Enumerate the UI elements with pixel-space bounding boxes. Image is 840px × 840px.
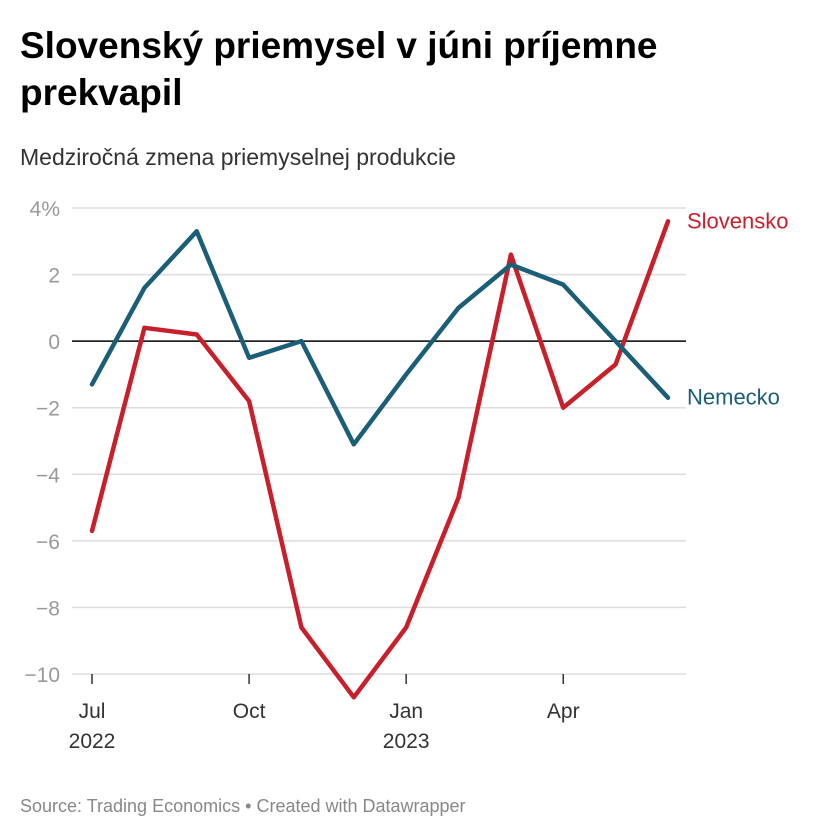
y-axis-labels: 4% 2 0 −2 −4 −6 −8 −10 — [24, 198, 60, 687]
credit-text: Created with Datawrapper — [256, 796, 466, 816]
y-tick-label: −10 — [24, 664, 60, 687]
y-tick-label: 2 — [48, 265, 60, 288]
y-tick-label: 4% — [30, 198, 60, 221]
y-tick-label: −4 — [36, 464, 60, 487]
series-line-slovensko — [89, 219, 671, 700]
series-labels: Slovensko Nemecko — [687, 208, 789, 409]
source-line: Source: Trading Economics • Created with… — [20, 794, 466, 818]
chart-title: Slovenský priemysel v júni príjemne prek… — [20, 25, 658, 113]
y-tick-label: −6 — [36, 531, 60, 554]
series-line-nemecko — [89, 229, 671, 447]
y-tick-label: −2 — [36, 398, 60, 421]
x-tick-label: Jul — [79, 700, 106, 723]
series-label-nemecko: Nemecko — [687, 385, 780, 410]
grid-lines — [72, 207, 686, 675]
series-label-slovensko: Slovensko — [687, 208, 789, 233]
y-tick-label: −8 — [36, 597, 60, 620]
chart-subtitle: Medziročná zmena priemyselnej produkcie — [20, 144, 456, 170]
source-separator: • — [245, 796, 252, 816]
x-axis-ticks: Jul 2022 Oct Jan 2023 Apr — [69, 674, 580, 753]
x-tick-label: Jan — [389, 700, 423, 723]
series-lines — [89, 219, 671, 700]
x-tick-label: Oct — [233, 700, 266, 723]
y-tick-label: 0 — [48, 331, 60, 354]
x-tick-year: 2022 — [69, 730, 116, 753]
x-tick-year: 2023 — [383, 730, 430, 753]
x-tick-label: Apr — [547, 700, 580, 723]
source-text: Source: Trading Economics — [20, 796, 241, 816]
